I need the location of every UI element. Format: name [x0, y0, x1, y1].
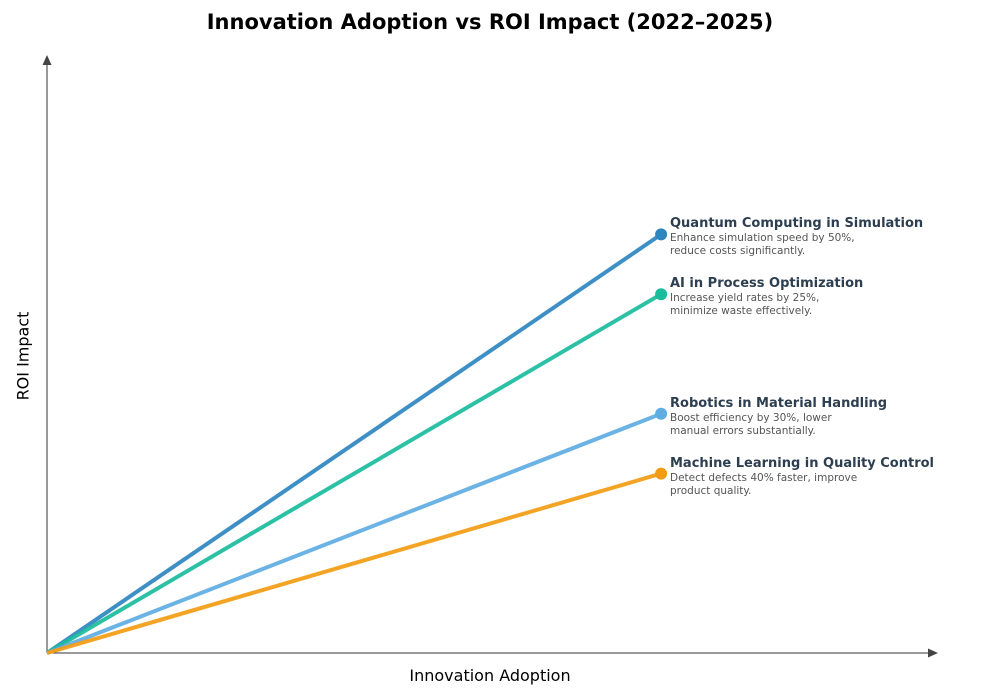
series-label-3: Machine Learning in Quality Control Detec… — [670, 456, 934, 498]
x-axis-arrow-icon — [928, 648, 938, 658]
series-line-2 — [46, 411, 662, 655]
series-name: Machine Learning in Quality Control — [670, 455, 934, 471]
series-endpoint-0 — [655, 228, 668, 241]
series-line-3 — [46, 471, 662, 655]
series-endpoint-2 — [655, 407, 668, 420]
series-description: Increase yield rates by 25%, minimize wa… — [670, 292, 820, 318]
series-name: AI in Process Optimization — [670, 276, 864, 292]
series-label-2: Robotics in Material Handling Boost effic… — [670, 396, 887, 438]
series-label-1: AI in Process Optimization Increase yield… — [670, 276, 863, 318]
series-description: Detect defects 40% faster, improve produ… — [670, 471, 858, 497]
series-description: Enhance simulation speed by 50%, reduce … — [670, 232, 855, 258]
series-line-0 — [45, 232, 663, 655]
series-line-1 — [45, 292, 663, 655]
x-axis-label: Innovation Adoption — [409, 666, 571, 685]
y-axis-arrow-icon — [42, 55, 52, 65]
series-name: Quantum Computing in Simulation — [670, 216, 924, 232]
series-endpoint-3 — [655, 467, 668, 480]
series-description: Boost efficiency by 30%, lower manual er… — [670, 411, 832, 437]
series-endpoint-1 — [655, 288, 668, 301]
series-name: Robotics in Material Handling — [670, 395, 888, 411]
series-label-0: Quantum Computing in Simulation Enhance s… — [670, 216, 923, 258]
chart-title: Innovation Adoption vs ROI Impact (2022–… — [206, 10, 774, 34]
